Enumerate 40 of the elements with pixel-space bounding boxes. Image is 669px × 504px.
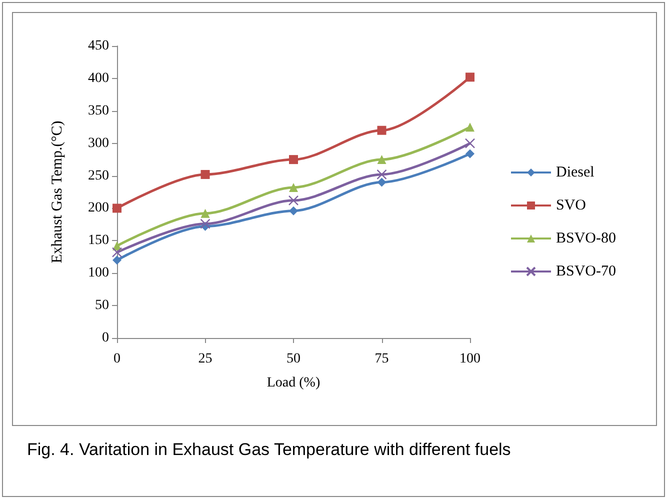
x-tick-label: 50 — [286, 352, 300, 366]
point — [377, 126, 386, 135]
x-tick-label: 75 — [374, 352, 389, 366]
y-tick-label: 100 — [88, 266, 109, 281]
y-tick-label: 300 — [88, 136, 109, 151]
text: Fig. 4. Varitation in Exhaust Gas Temperature with different fuels — [27, 440, 511, 459]
point — [112, 204, 122, 213]
y-tick-label: 50 — [95, 298, 109, 314]
point — [200, 208, 210, 218]
x-axis-title: Load (%) — [266, 376, 320, 390]
legend-label: SVO — [556, 198, 586, 214]
y-tick-label: 0 — [102, 330, 109, 346]
point — [466, 122, 474, 132]
y-tick-label: 400 — [88, 70, 109, 86]
point — [464, 138, 476, 148]
point — [112, 247, 122, 258]
point — [289, 206, 298, 216]
point — [288, 195, 299, 206]
point — [200, 170, 210, 179]
y-tick-label: 200 — [88, 200, 109, 216]
y-tick-label: 450 — [88, 38, 109, 54]
legend-label: BSVO-70 — [556, 264, 616, 280]
y-tick-label: 150 — [88, 233, 109, 248]
point — [376, 169, 387, 180]
x-tick-label: 0 — [114, 352, 120, 366]
point — [377, 178, 386, 187]
y-tick-label: 250 — [88, 168, 109, 184]
point — [377, 155, 386, 164]
y-axis-title: Exhaust Gas Temp.(°C) — [50, 120, 66, 264]
point — [112, 256, 122, 265]
x-tick-label: 100 — [460, 352, 480, 366]
y-tick-label: 350 — [88, 103, 109, 118]
legend-label: BSVO-80 — [556, 230, 616, 246]
x-tick-label: 25 — [198, 352, 212, 366]
point — [289, 182, 298, 192]
point — [466, 72, 474, 82]
point — [200, 218, 210, 229]
point — [466, 149, 474, 158]
point — [289, 155, 298, 164]
legend-label: Diesel — [556, 164, 594, 180]
